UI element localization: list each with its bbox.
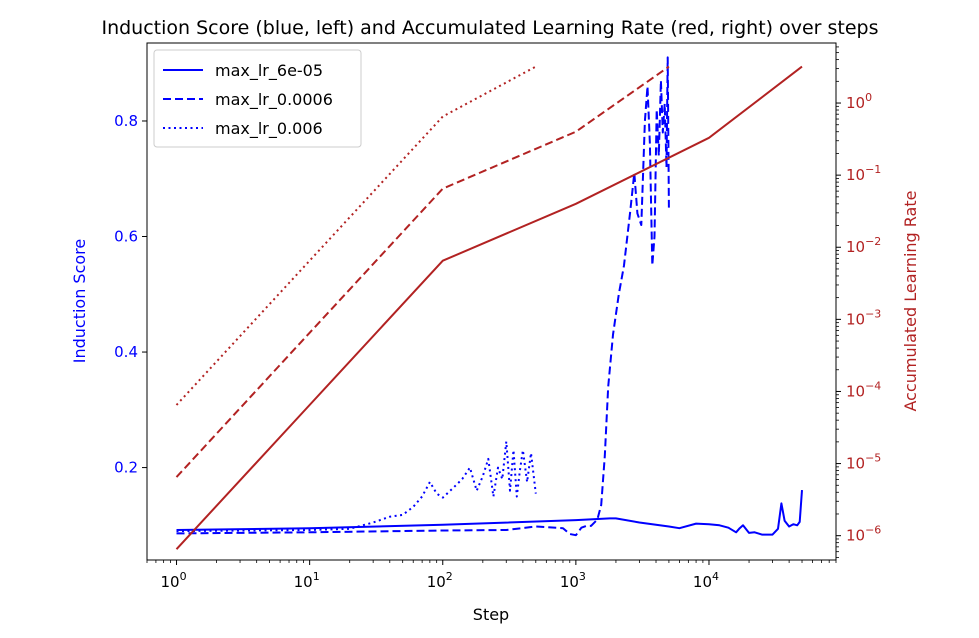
legend-label: max_lr_0.006: [215, 119, 323, 139]
legend: max_lr_6e-05 max_lr_0.0006 max_lr_0.006: [153, 49, 362, 148]
x-tick-label: 102: [427, 570, 453, 591]
x-tick-label: 101: [294, 570, 320, 591]
y-right-tick-label: 10−5: [846, 452, 881, 473]
y-left-tick-label: 0.2: [114, 459, 138, 477]
x-tick-label: 103: [560, 570, 586, 591]
y-left-tick-label: 0.4: [114, 343, 138, 361]
y-right-tick-label: 100: [846, 91, 872, 112]
x-axis-label: Step: [473, 605, 509, 624]
y-right-tick-label: 10−2: [846, 235, 881, 256]
legend-box: [153, 49, 362, 148]
y-left-tick-label: 0.6: [114, 228, 138, 246]
y-right-tick-label: 10−3: [846, 307, 881, 328]
series-line-lr-solid: [175, 65, 803, 550]
legend-label: max_lr_0.0006: [215, 90, 333, 110]
y-right-tick-label: 10−4: [846, 379, 881, 400]
y-left-tick-label: 0.8: [114, 112, 138, 130]
legend-label: max_lr_6e-05: [215, 61, 323, 81]
series-line-induction-solid: [176, 490, 803, 536]
plot-lines: [175, 56, 803, 550]
y-axis-right-label: Accumulated Learning Rate: [901, 191, 920, 412]
series-line-induction-dashed: [176, 56, 670, 537]
y-axis-left-label: Induction Score: [70, 239, 89, 364]
axes: 100 101 102 103 104 0.2 0.4 0.6 0.8 10−6 10−5 10−4 1…: [114, 46, 881, 591]
y-right-tick-label: 10−6: [846, 524, 881, 545]
chart-title: Induction Score (blue, left) and Accumul…: [101, 17, 878, 39]
y-right-tick-label: 10−1: [846, 163, 881, 184]
x-tick-label: 104: [693, 570, 719, 591]
x-tick-label: 100: [160, 570, 186, 591]
